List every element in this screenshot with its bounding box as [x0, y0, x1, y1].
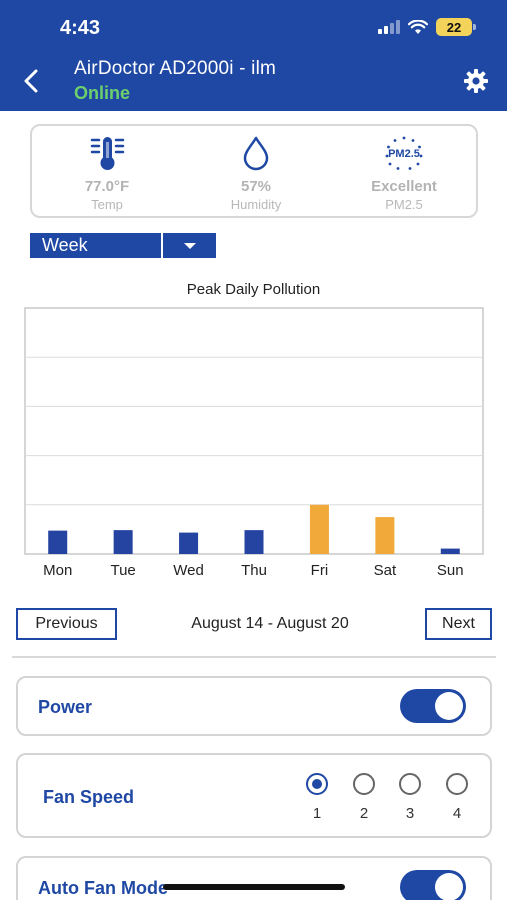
pollution-chart: Mon Tue Wed Thu Fri Sat Sun	[24, 307, 484, 579]
radio-button[interactable]	[446, 773, 468, 795]
x-tick-label: Sun	[437, 562, 464, 579]
power-card: Power	[16, 676, 492, 736]
chart-title: Peak Daily Pollution	[186, 281, 321, 298]
auto-fan-mode-toggle[interactable]	[400, 870, 466, 900]
thermometer-icon	[90, 137, 125, 170]
fan-speed-label: Fan Speed	[43, 787, 135, 807]
power-label: Power	[38, 697, 93, 717]
range-select[interactable]: Week	[30, 233, 161, 258]
home-indicator	[163, 884, 345, 890]
settings-button[interactable]	[463, 68, 489, 94]
bar-thu	[244, 530, 264, 554]
range-dropdown-button[interactable]	[163, 233, 216, 258]
next-button[interactable]: Next	[425, 608, 492, 640]
gear-icon	[464, 69, 488, 93]
back-button[interactable]	[18, 66, 46, 96]
fan-speed-option-2[interactable]: 2	[349, 773, 379, 822]
x-tick-label: Fri	[311, 562, 329, 579]
power-toggle[interactable]	[400, 689, 466, 723]
temperature-reading: 77.0°F Temp	[32, 132, 182, 212]
fan-speed-option-1[interactable]: 1	[302, 773, 332, 822]
auto-fan-mode-card: Auto Fan Mode	[16, 856, 492, 900]
x-tick-label: Wed	[173, 562, 204, 579]
status-icons: 22	[378, 18, 476, 36]
bar-sun	[440, 548, 460, 554]
fan-speed-option-3[interactable]: 3	[395, 773, 425, 822]
chevron-left-icon	[24, 69, 38, 93]
humidity-reading: 57% Humidity	[181, 132, 331, 212]
svg-text:PM2.5: PM2.5	[388, 148, 420, 160]
cellular-signal-icon	[378, 20, 400, 34]
date-range-label: August 14 - August 20	[191, 615, 349, 632]
device-status: Online	[74, 83, 131, 103]
x-tick-label: Tue	[110, 562, 135, 579]
device-title: AirDoctor AD2000i - ilm	[74, 58, 277, 79]
wifi-icon	[408, 19, 428, 34]
bar-sat	[375, 517, 395, 554]
toggle-knob	[435, 873, 463, 900]
bar-tue	[113, 530, 133, 554]
pm25-icon: PM2.5	[385, 136, 423, 170]
toggle-knob	[435, 692, 463, 720]
divider	[12, 656, 496, 658]
fan-speed-option-4[interactable]: 4	[442, 773, 472, 822]
fan-speed-card: Fan Speed 1 2 3 4	[16, 753, 492, 838]
bar-wed	[179, 532, 199, 554]
radio-button[interactable]	[353, 773, 375, 795]
auto-fan-mode-label: Auto Fan Mode	[38, 878, 168, 898]
plot-area	[24, 307, 484, 555]
environment-card: 77.0°F Temp 57% Humidity PM2.5 Excellent	[30, 124, 478, 218]
app-header: 4:43 22 AirDoctor AD2000i - ilm Online	[0, 0, 507, 111]
x-tick-label: Thu	[241, 562, 267, 579]
radio-button[interactable]	[399, 773, 421, 795]
x-tick-label: Mon	[43, 562, 72, 579]
previous-button[interactable]: Previous	[16, 608, 117, 640]
radio-button[interactable]	[306, 773, 328, 795]
pm25-reading: PM2.5 Excellent PM2.5	[329, 132, 479, 212]
bar-mon	[48, 530, 68, 554]
bar-fri	[309, 504, 329, 554]
battery-icon: 22	[436, 18, 476, 36]
x-tick-label: Sat	[374, 562, 397, 579]
caret-down-icon	[183, 242, 196, 249]
fan-speed-options: 1 2 3 4	[302, 773, 472, 833]
status-time: 4:43	[60, 17, 101, 39]
water-drop-icon	[243, 136, 269, 171]
